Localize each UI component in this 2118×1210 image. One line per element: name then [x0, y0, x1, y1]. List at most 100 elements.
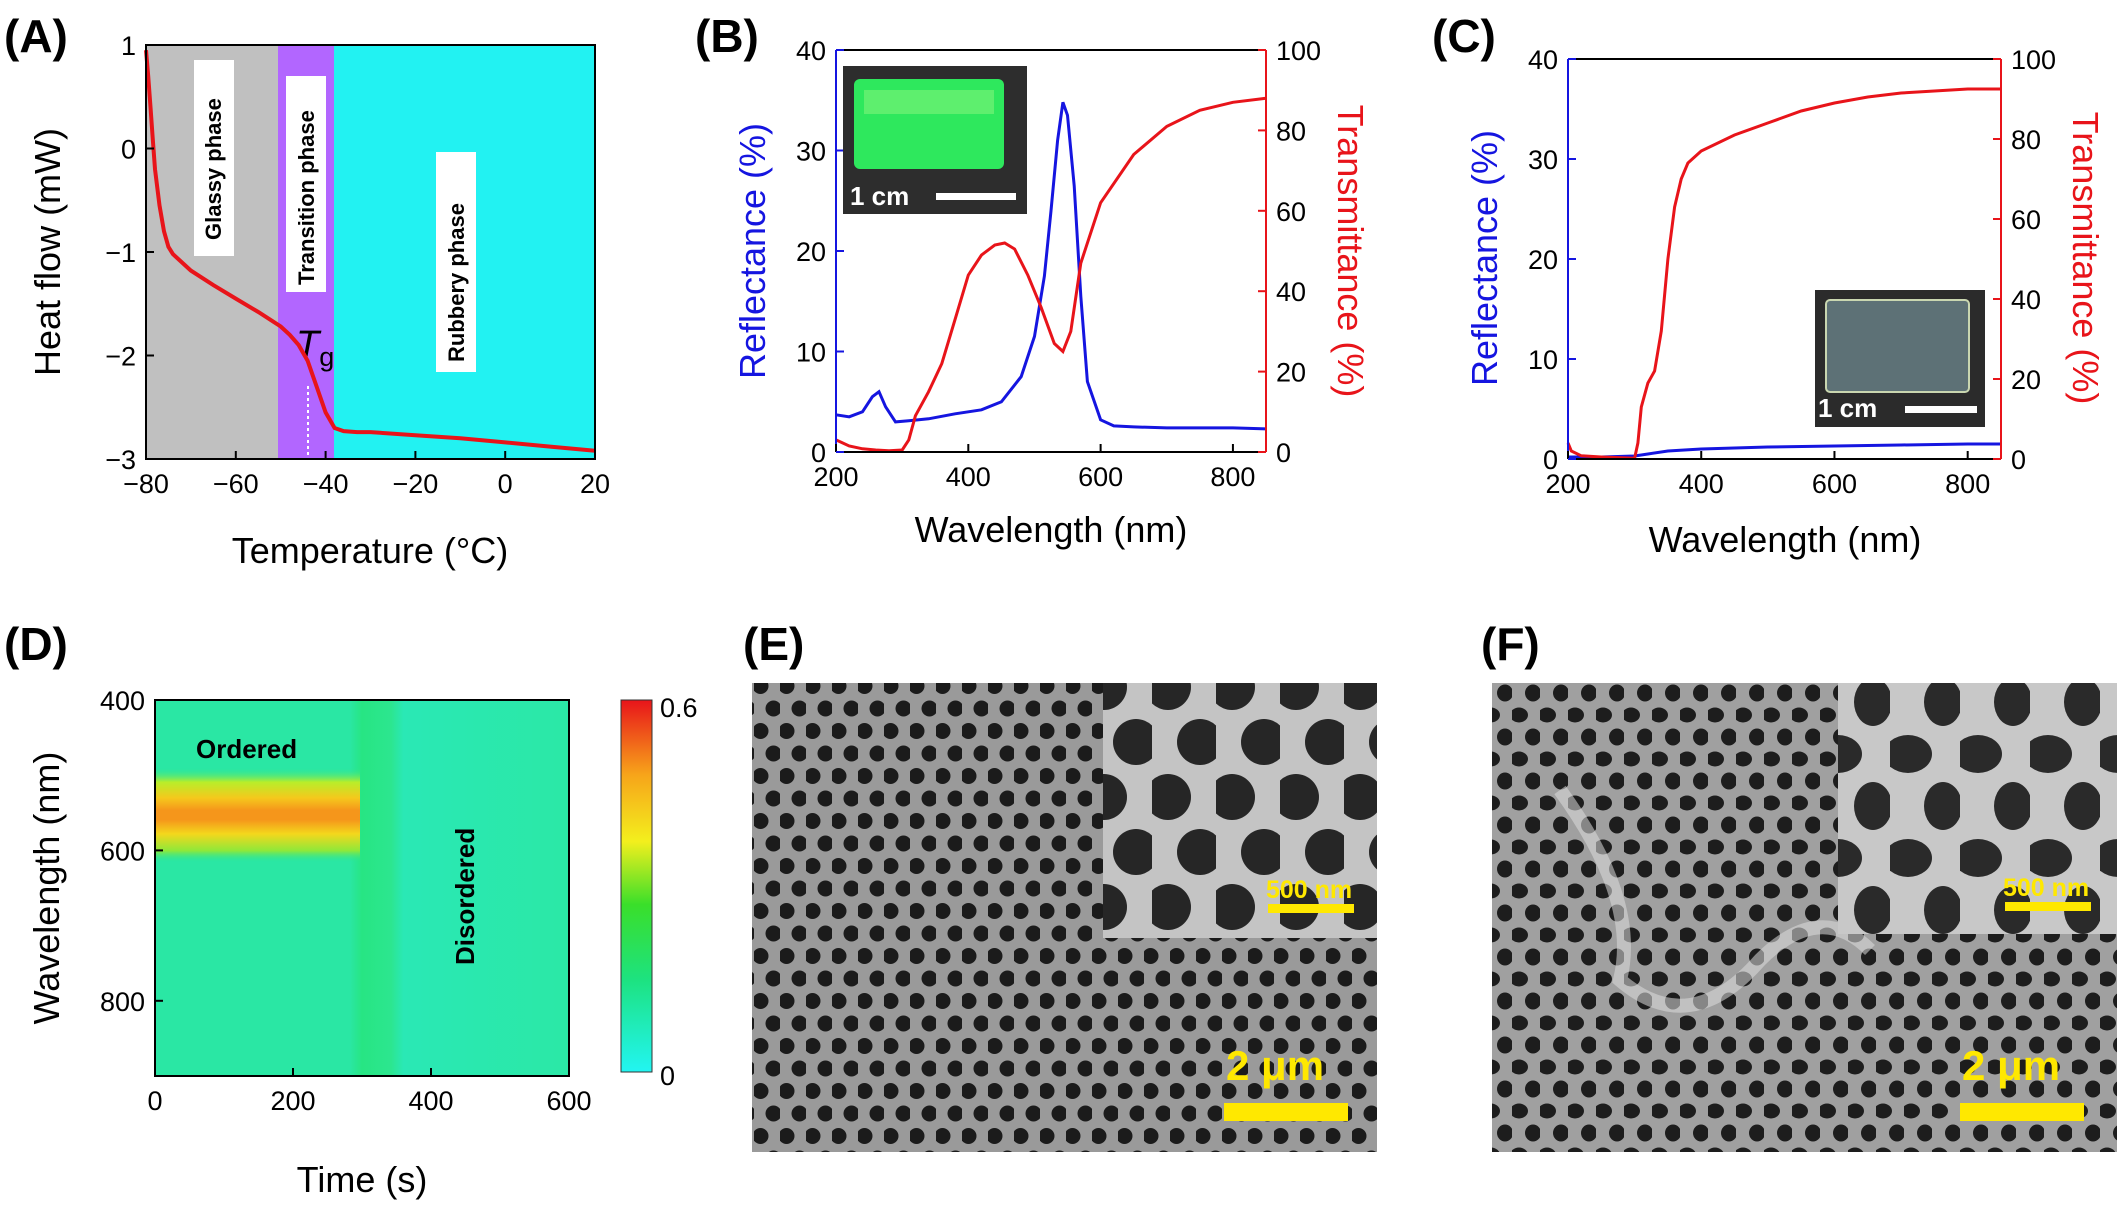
y-tick-label: 0	[121, 135, 136, 165]
x-tick-label: 600	[1078, 462, 1123, 492]
x-tick-label: 20	[580, 469, 610, 499]
inset-scale-bar	[1905, 406, 1977, 413]
panel-b-y2label: Transmittance (%)	[1330, 105, 1371, 398]
panel-b-photo-inset: 1 cm	[843, 66, 1027, 214]
panel-d-frame	[154, 699, 570, 1077]
x-tick-label: 400	[946, 462, 991, 492]
sem-scale-bar	[1960, 1103, 2084, 1121]
y-tick-label: 0	[1276, 438, 1291, 468]
y-tick-label: 80	[1276, 116, 1306, 146]
film-highlight	[864, 90, 994, 114]
y-tick-label: 40	[796, 36, 826, 66]
y-tick-label: 10	[796, 338, 826, 368]
colorbar-max-label: 0.6	[660, 693, 698, 723]
panel-a-xlabel: Temperature (°C)	[232, 530, 508, 571]
y-tick-label: 30	[796, 137, 826, 167]
panel-b-label: (B)	[695, 10, 759, 62]
rubbery-phase-label: Rubbery phase	[444, 203, 469, 362]
sem-inset-disordered	[1838, 683, 2117, 934]
inset-scale-bar	[2005, 902, 2091, 911]
x-tick-label: 400	[1679, 469, 1724, 499]
x-tick-label: 200	[270, 1086, 315, 1116]
y-tick-label: 0	[2011, 445, 2026, 475]
panel-d: (D) Ordered Disordered 0 200 400 600 400 600 8…	[4, 618, 698, 1200]
inset-scale-bar	[936, 193, 1016, 200]
inset-scale-label: 1 cm	[1818, 393, 1877, 423]
colorbar-frame	[620, 699, 653, 1073]
x-tick-label: 600	[1812, 469, 1857, 499]
panel-d-ylabel: Wavelength (nm)	[26, 752, 67, 1025]
reflectance-curve	[1568, 442, 2001, 459]
y-tick-label: 40	[2011, 285, 2041, 315]
y-tick-label: 600	[100, 836, 145, 866]
y-tick-label: 800	[100, 987, 145, 1017]
transition-phase-label-box	[286, 76, 326, 292]
panel-d-xlabel: Time (s)	[297, 1159, 428, 1200]
y-tick-label: 30	[1528, 145, 1558, 175]
panel-c-ylabel: Reflectance (%)	[1464, 130, 1505, 386]
x-tick-label: 200	[813, 462, 858, 492]
inset-scale-bar	[1268, 904, 1354, 913]
reflectance-curve	[835, 101, 1267, 431]
heatmap-background	[155, 700, 569, 1076]
inset-scale-label: 500 nm	[1266, 876, 1352, 904]
panel-b-xlabel: Wavelength (nm)	[915, 509, 1188, 550]
inset-scale-label: 1 cm	[850, 181, 909, 211]
y-tick-label: −2	[105, 342, 136, 372]
x-tick-label: 200	[1545, 469, 1590, 499]
y-tick-label: 20	[2011, 365, 2041, 395]
y-tick-label: 1	[121, 31, 136, 61]
panel-a-ylabel: Heat flow (mW)	[27, 128, 68, 376]
transition-phase-label: Transition phase	[294, 110, 319, 285]
panel-c-xlabel: Wavelength (nm)	[1649, 519, 1922, 560]
panel-c-label: (C)	[1432, 10, 1496, 62]
inset-scale-label: 500 nm	[2003, 874, 2089, 902]
x-tick-label: −40	[303, 469, 349, 499]
x-tick-label: 800	[1945, 469, 1990, 499]
x-tick-label: −20	[392, 469, 438, 499]
x-tick-label: 0	[498, 469, 513, 499]
ordered-label: Ordered	[196, 734, 297, 764]
y-tick-label: 60	[2011, 205, 2041, 235]
x-tick-label: 800	[1210, 462, 1255, 492]
y-tick-label: 40	[1276, 277, 1306, 307]
transmittance-curve	[835, 96, 1267, 453]
panel-a: (A) Glassy phase Transition phase Rubber…	[4, 10, 610, 571]
x-tick-label: 0	[147, 1086, 162, 1116]
colorbar	[621, 700, 652, 1072]
sem-scale-label: 2 μm	[1226, 1042, 1324, 1089]
sem-scale-bar	[1224, 1103, 1348, 1121]
rubbery-phase-label-box	[436, 152, 476, 372]
glassy-phase-label-box	[194, 60, 234, 256]
y-tick-label: −1	[105, 238, 136, 268]
y-tick-label: 20	[1276, 358, 1306, 388]
colorbar-min-label: 0	[660, 1061, 675, 1091]
panel-c-photo-inset: 1 cm	[1815, 290, 1985, 427]
y-tick-label: 80	[2011, 125, 2041, 155]
panel-e: (E) 500 nm 2 μm	[743, 618, 1377, 1152]
y-tick-label: 0	[811, 438, 826, 468]
heat-flow-curve	[144, 50, 596, 453]
y-tick-label: 10	[1528, 345, 1558, 375]
ordered-reflection-band	[155, 768, 360, 862]
panel-f-label: (F)	[1481, 618, 1540, 670]
transmittance-curve	[1566, 87, 2001, 460]
film-edge	[1825, 299, 1970, 393]
y-tick-label: 0	[1543, 445, 1558, 475]
domain-boundary-ridge	[1554, 785, 1875, 1013]
glassy-phase-label: Glassy phase	[201, 98, 226, 240]
y-tick-label: 20	[1528, 245, 1558, 275]
panel-b-ylabel: Reflectance (%)	[732, 123, 773, 379]
y-tick-label: 100	[1276, 36, 1321, 66]
x-tick-label: 400	[408, 1086, 453, 1116]
y-tick-label: 400	[100, 686, 145, 716]
panel-f: (F) 500 nm 2 μm	[1481, 618, 2117, 1152]
panel-e-label: (E)	[743, 618, 804, 670]
y-tick-label: −3	[105, 445, 136, 475]
disordered-label: Disordered	[450, 828, 480, 965]
y-tick-label: 40	[1528, 45, 1558, 75]
